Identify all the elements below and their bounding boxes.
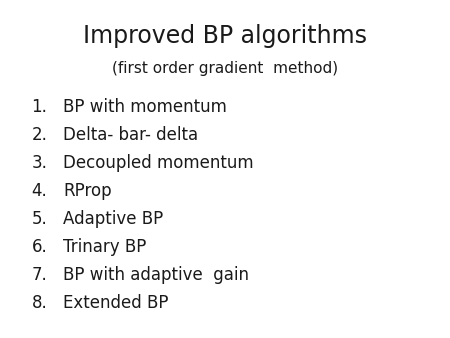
Text: BP with adaptive  gain: BP with adaptive gain <box>63 266 249 284</box>
Text: 3.: 3. <box>32 154 47 172</box>
Text: 7.: 7. <box>32 266 47 284</box>
Text: Delta- bar- delta: Delta- bar- delta <box>63 126 198 144</box>
Text: BP with momentum: BP with momentum <box>63 98 227 116</box>
Text: Trinary BP: Trinary BP <box>63 238 146 256</box>
Text: 8.: 8. <box>32 294 47 312</box>
Text: (first order gradient  method): (first order gradient method) <box>112 61 338 76</box>
Text: Improved BP algorithms: Improved BP algorithms <box>83 24 367 48</box>
Text: Adaptive BP: Adaptive BP <box>63 210 163 228</box>
Text: Extended BP: Extended BP <box>63 294 168 312</box>
Text: 5.: 5. <box>32 210 47 228</box>
Text: RProp: RProp <box>63 182 112 200</box>
Text: 6.: 6. <box>32 238 47 256</box>
Text: Decoupled momentum: Decoupled momentum <box>63 154 254 172</box>
Text: 4.: 4. <box>32 182 47 200</box>
Text: 1.: 1. <box>32 98 47 116</box>
Text: 2.: 2. <box>32 126 47 144</box>
